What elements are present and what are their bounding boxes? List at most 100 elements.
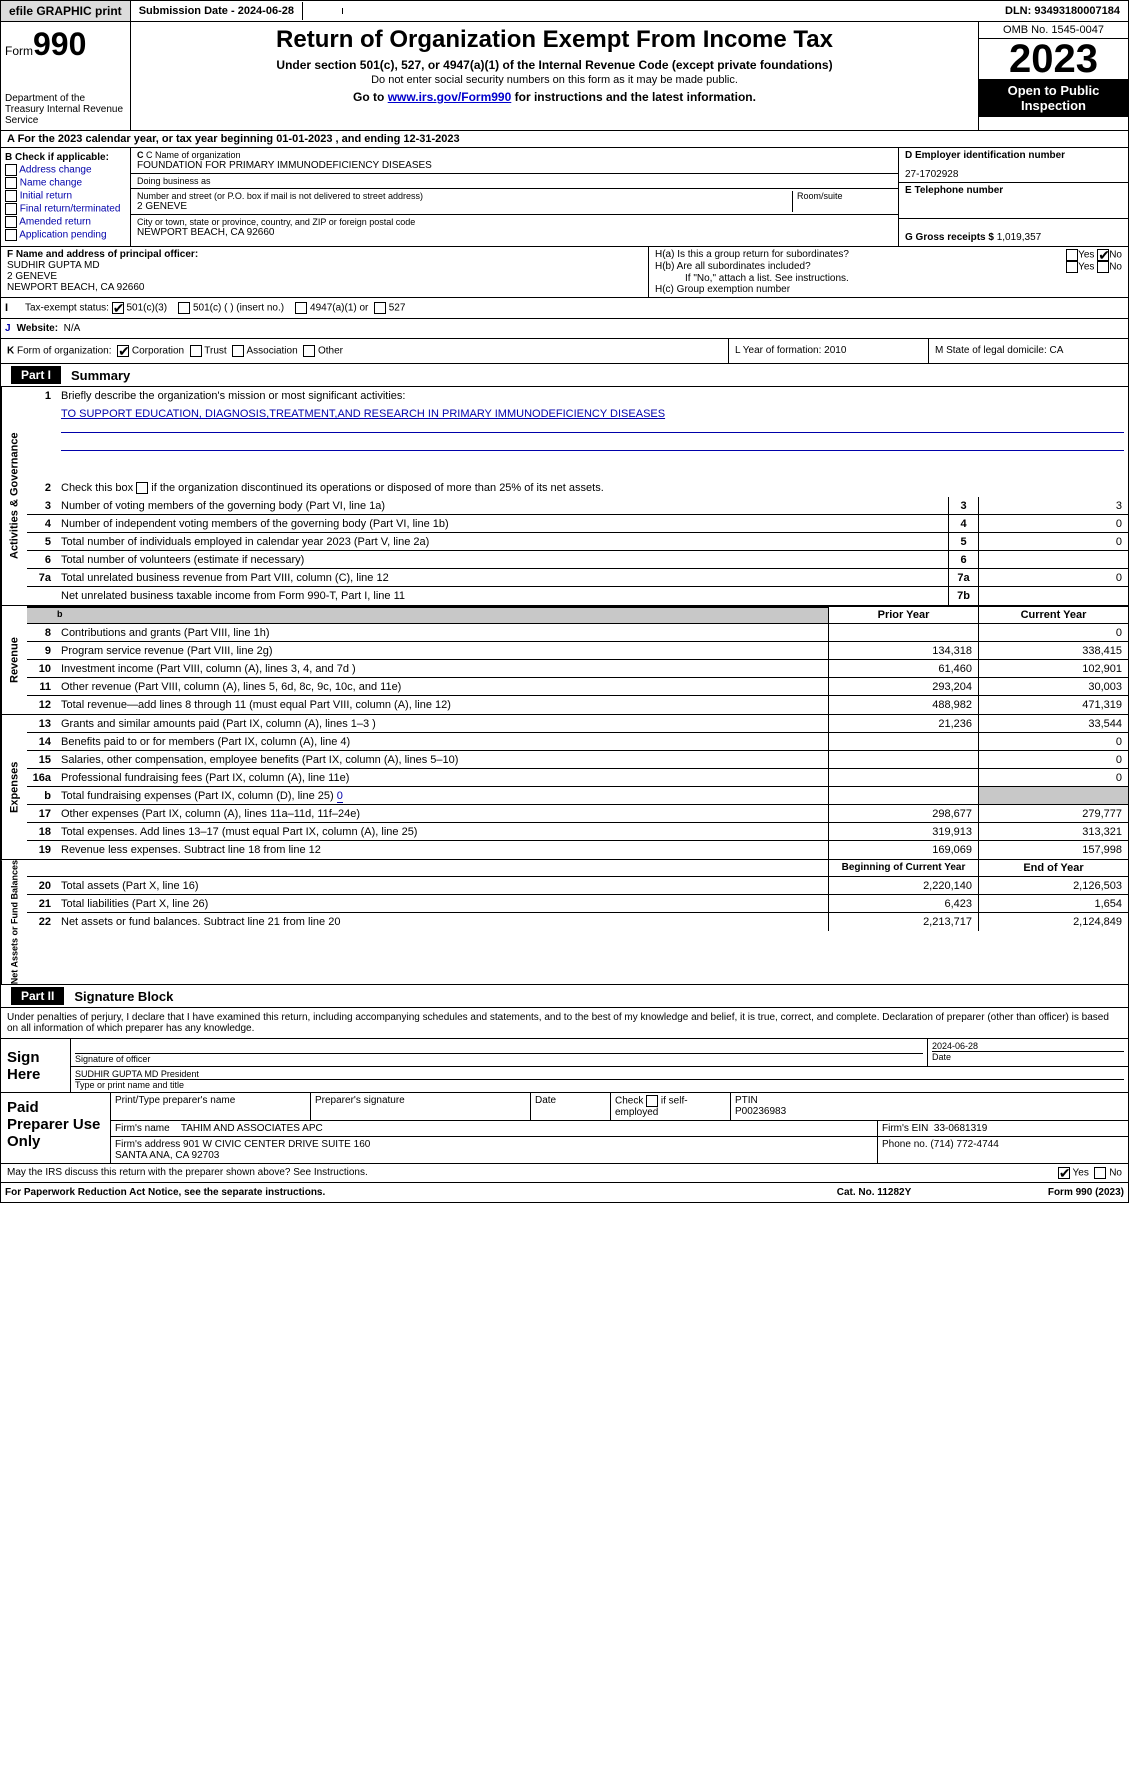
paid-preparer-label: Paid Preparer Use Only: [1, 1093, 111, 1163]
page-footer: For Paperwork Reduction Act Notice, see …: [0, 1183, 1129, 1203]
row-k: K Form of organization: Corporation Trus…: [0, 339, 1129, 364]
room-suite: Room/suite: [792, 191, 892, 212]
h-c: H(c) Group exemption number: [655, 284, 1122, 295]
chk-initial-return[interactable]: Initial return: [5, 190, 126, 202]
col-f: F Name and address of principal officer:…: [1, 247, 648, 297]
l5-value: 0: [978, 533, 1128, 550]
website-value: N/A: [64, 323, 81, 334]
ein-value: 27-1702928: [905, 169, 1122, 180]
paperwork-notice: For Paperwork Reduction Act Notice, see …: [5, 1187, 774, 1198]
l3-value: 3: [978, 497, 1128, 514]
side-activities: Activities & Governance: [1, 387, 27, 605]
chk-corp[interactable]: [117, 345, 129, 357]
col-b-header: B Check if applicable:: [5, 152, 126, 163]
form-ref: Form 990 (2023): [974, 1187, 1124, 1198]
col-h: H(a) Is this a group return for subordin…: [648, 247, 1128, 297]
firm-ein: 33-0681319: [934, 1123, 987, 1134]
chk-self-employed[interactable]: [646, 1095, 658, 1107]
current-year-hdr: Current Year: [978, 607, 1128, 623]
efile-print-button[interactable]: efile GRAPHIC print: [1, 1, 131, 21]
subtitle-3: Go to www.irs.gov/Form990 for instructio…: [135, 90, 974, 104]
sig-date: 2024-06-28: [932, 1041, 1124, 1051]
org-name: FOUNDATION FOR PRIMARY IMMUNODEFICIENCY …: [137, 160, 892, 171]
subtitle-1: Under section 501(c), 527, or 4947(a)(1)…: [135, 58, 974, 72]
chk-other[interactable]: [303, 345, 315, 357]
tel-cell: E Telephone number: [899, 183, 1128, 219]
side-expenses: Expenses: [1, 715, 27, 859]
chk-name-change[interactable]: Name change: [5, 177, 126, 189]
dba-cell: Doing business as: [131, 174, 898, 189]
form-header: Form990 Department of the Treasury Inter…: [0, 22, 1129, 131]
chk-amended[interactable]: Amended return: [5, 216, 126, 228]
discuss-no[interactable]: [1094, 1167, 1106, 1179]
ptin: P00236983: [735, 1106, 786, 1117]
ein-cell: D Employer identification number 27-1702…: [899, 148, 1128, 183]
addr-cell: Number and street (or P.O. box if mail i…: [131, 189, 898, 215]
col-d: D Employer identification number 27-1702…: [898, 148, 1128, 246]
chk-527[interactable]: [374, 302, 386, 314]
col-c: C C Name of organization FOUNDATION FOR …: [131, 148, 898, 246]
city-state-zip: NEWPORT BEACH, CA 92660: [137, 227, 892, 238]
h-b: H(b) Are all subordinates included?: [655, 261, 1066, 273]
gross-receipts: 1,019,357: [997, 232, 1042, 243]
gross-cell: G Gross receipts $ 1,019,357: [899, 219, 1128, 245]
h-b2: If "No," attach a list. See instructions…: [655, 273, 1122, 284]
net-assets-section: Net Assets or Fund Balances Beginning of…: [0, 860, 1129, 985]
sign-here-label: Sign Here: [1, 1039, 71, 1092]
form-title: Return of Organization Exempt From Incom…: [135, 26, 974, 54]
end-year-hdr: End of Year: [978, 860, 1128, 876]
submission-date: Submission Date - 2024-06-28: [131, 2, 303, 20]
discuss-yes[interactable]: [1058, 1167, 1070, 1179]
chk-assoc[interactable]: [232, 345, 244, 357]
side-revenue: Revenue: [1, 606, 27, 714]
row-j: J Website: N/A: [0, 319, 1129, 339]
hb-yes[interactable]: [1066, 261, 1078, 273]
chk-final-return[interactable]: Final return/terminated: [5, 203, 126, 215]
dept-treasury: Department of the Treasury Internal Reve…: [5, 93, 126, 126]
header-left: Form990 Department of the Treasury Inter…: [1, 22, 131, 130]
chk-501c[interactable]: [178, 302, 190, 314]
officer-name-title: SUDHIR GUPTA MD President: [75, 1069, 1124, 1079]
hb-no[interactable]: [1097, 261, 1109, 273]
firm-name: TAHIM AND ASSOCIATES APC: [181, 1123, 323, 1134]
row-i: I Tax-exempt status: 501(c)(3) 501(c) ( …: [0, 298, 1129, 319]
beginning-year-hdr: Beginning of Current Year: [828, 860, 978, 876]
street-address: 2 GENEVE: [137, 201, 792, 212]
col-b: B Check if applicable: Address change Na…: [1, 148, 131, 246]
officer-addr2: NEWPORT BEACH, CA 92660: [7, 282, 642, 293]
irs-link[interactable]: www.irs.gov/Form990: [388, 90, 512, 104]
ha-yes[interactable]: [1066, 249, 1078, 261]
spacer: [303, 8, 343, 14]
city-cell: City or town, state or province, country…: [131, 215, 898, 240]
chk-application-pending[interactable]: Application pending: [5, 229, 126, 241]
signature-block: Under penalties of perjury, I declare th…: [0, 1008, 1129, 1164]
revenue-section: Revenue b Prior Year Current Year 8Contr…: [0, 606, 1129, 715]
l6-value: [978, 551, 1128, 568]
header-middle: Return of Organization Exempt From Incom…: [131, 22, 978, 130]
row-a-tax-year: A For the 2023 calendar year, or tax yea…: [0, 131, 1129, 148]
org-name-cell: C C Name of organization FOUNDATION FOR …: [131, 148, 898, 174]
officer-addr1: 2 GENEVE: [7, 271, 642, 282]
tax-year: 2023: [979, 39, 1128, 79]
cat-no: Cat. No. 11282Y: [774, 1187, 974, 1198]
expenses-section: Expenses 13Grants and similar amounts pa…: [0, 715, 1129, 860]
mission-text: TO SUPPORT EDUCATION, DIAGNOSIS,TREATMEN…: [57, 406, 1128, 422]
l7a-value: 0: [978, 569, 1128, 586]
chk-501c3[interactable]: [112, 302, 124, 314]
firm-phone: (714) 772-4744: [930, 1139, 998, 1150]
subtitle-2: Do not enter social security numbers on …: [135, 74, 974, 86]
open-inspection: Open to Public Inspection: [979, 79, 1128, 117]
l7b-value: [978, 587, 1128, 605]
chk-discontinued[interactable]: [136, 482, 148, 494]
form-number: Form990: [5, 26, 126, 63]
chk-4947[interactable]: [295, 302, 307, 314]
chk-address-change[interactable]: Address change: [5, 164, 126, 176]
prior-year-hdr: Prior Year: [828, 607, 978, 623]
top-bar: efile GRAPHIC print Submission Date - 20…: [0, 0, 1129, 22]
chk-trust[interactable]: [190, 345, 202, 357]
state-domicile: M State of legal domicile: CA: [928, 339, 1128, 363]
part-2-header: Part II Signature Block: [0, 985, 1129, 1008]
h-a: H(a) Is this a group return for subordin…: [655, 249, 1066, 261]
activities-governance: Activities & Governance 1Briefly describ…: [0, 387, 1129, 606]
ha-no[interactable]: [1097, 249, 1109, 261]
